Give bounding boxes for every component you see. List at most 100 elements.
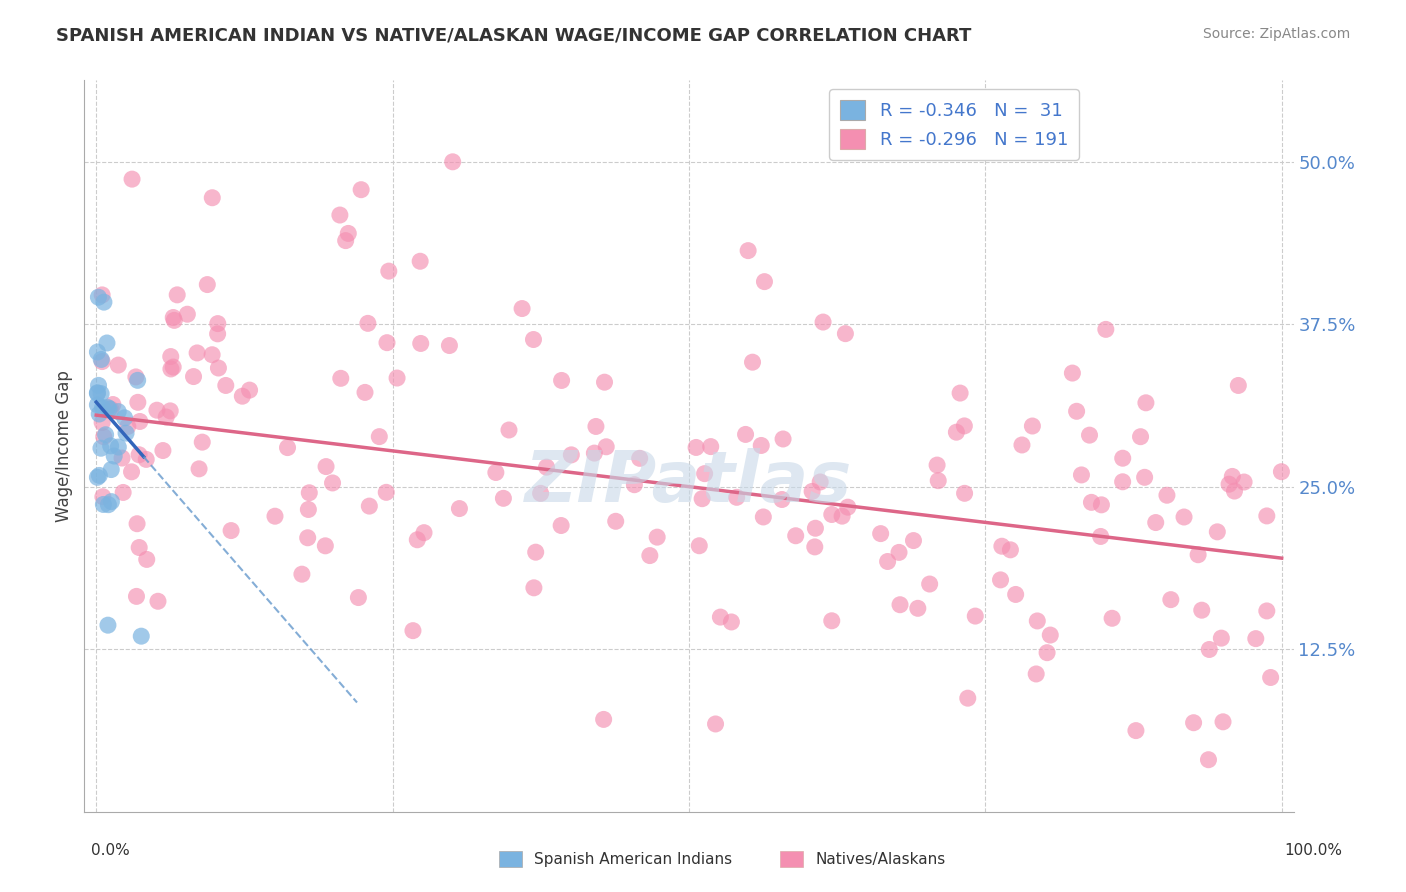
- Point: [1133, 470, 1156, 484]
- Point: [1160, 592, 1182, 607]
- Point: [406, 533, 429, 547]
- Point: [441, 154, 464, 169]
- Point: [207, 326, 229, 341]
- Point: [485, 466, 508, 480]
- Point: [801, 484, 824, 499]
- Point: [1218, 477, 1240, 491]
- Point: [690, 491, 713, 506]
- Point: [160, 362, 183, 376]
- Point: [550, 374, 572, 388]
- Point: [409, 254, 432, 268]
- Point: [93, 430, 115, 444]
- Point: [1112, 451, 1135, 466]
- Point: [1191, 603, 1213, 617]
- Point: [1066, 404, 1088, 418]
- Point: [176, 307, 198, 321]
- Point: [385, 371, 408, 385]
- Point: [152, 443, 174, 458]
- Text: 100.0%: 100.0%: [1285, 843, 1343, 858]
- Point: [907, 601, 929, 615]
- Point: [1206, 524, 1229, 539]
- Point: [903, 533, 925, 548]
- Point: [638, 549, 661, 563]
- Point: [97, 401, 120, 415]
- Point: [1220, 469, 1243, 483]
- Text: Natives/Alaskans: Natives/Alaskans: [815, 852, 946, 867]
- Point: [207, 317, 229, 331]
- Point: [128, 541, 150, 555]
- Point: [291, 567, 314, 582]
- Point: [86, 385, 108, 400]
- Point: [135, 452, 157, 467]
- Point: [89, 468, 111, 483]
- Text: SPANISH AMERICAN INDIAN VS NATIVE/ALASKAN WAGE/INCOME GAP CORRELATION CHART: SPANISH AMERICAN INDIAN VS NATIVE/ALASKA…: [56, 27, 972, 45]
- Point: [949, 386, 972, 401]
- Point: [91, 416, 114, 430]
- Point: [215, 378, 238, 392]
- Point: [314, 539, 336, 553]
- Point: [90, 352, 112, 367]
- Point: [93, 498, 115, 512]
- Point: [276, 441, 298, 455]
- Point: [811, 315, 834, 329]
- Point: [298, 485, 321, 500]
- Point: [201, 191, 224, 205]
- Point: [1080, 495, 1102, 509]
- Point: [146, 594, 169, 608]
- Point: [101, 398, 124, 412]
- Point: [1182, 715, 1205, 730]
- Point: [125, 590, 148, 604]
- Point: [87, 378, 110, 392]
- Point: [560, 448, 582, 462]
- Point: [991, 539, 1014, 553]
- Point: [100, 462, 122, 476]
- Point: [770, 492, 793, 507]
- Point: [87, 290, 110, 304]
- Point: [297, 531, 319, 545]
- Point: [121, 172, 143, 186]
- Point: [90, 386, 112, 401]
- Point: [188, 462, 211, 476]
- Point: [831, 509, 853, 524]
- Point: [91, 354, 114, 368]
- Point: [409, 336, 432, 351]
- Point: [1144, 516, 1167, 530]
- Point: [1256, 508, 1278, 523]
- Point: [605, 514, 627, 528]
- Point: [183, 369, 205, 384]
- Point: [510, 301, 533, 316]
- Point: [90, 441, 112, 455]
- Point: [159, 350, 181, 364]
- Point: [91, 288, 114, 302]
- Point: [1211, 631, 1233, 645]
- Point: [413, 525, 436, 540]
- Point: [1026, 614, 1049, 628]
- Point: [1025, 667, 1047, 681]
- Point: [98, 401, 121, 416]
- Point: [550, 518, 572, 533]
- Point: [522, 333, 544, 347]
- Point: [359, 499, 381, 513]
- Point: [91, 490, 114, 504]
- Point: [128, 448, 150, 462]
- Point: [159, 404, 181, 418]
- Point: [953, 486, 976, 500]
- Point: [125, 370, 148, 384]
- Point: [1173, 510, 1195, 524]
- Point: [1223, 484, 1246, 499]
- Point: [956, 691, 979, 706]
- Point: [821, 508, 844, 522]
- Point: [1212, 714, 1234, 729]
- Point: [337, 227, 360, 241]
- Point: [869, 526, 891, 541]
- Point: [927, 474, 949, 488]
- Point: [191, 435, 214, 450]
- Point: [107, 440, 129, 454]
- Point: [357, 317, 380, 331]
- Legend: R = -0.346   N =  31, R = -0.296   N = 191: R = -0.346 N = 31, R = -0.296 N = 191: [830, 89, 1078, 160]
- Point: [347, 591, 370, 605]
- Point: [86, 386, 108, 401]
- Point: [86, 470, 108, 484]
- Point: [530, 486, 553, 500]
- Point: [524, 545, 547, 559]
